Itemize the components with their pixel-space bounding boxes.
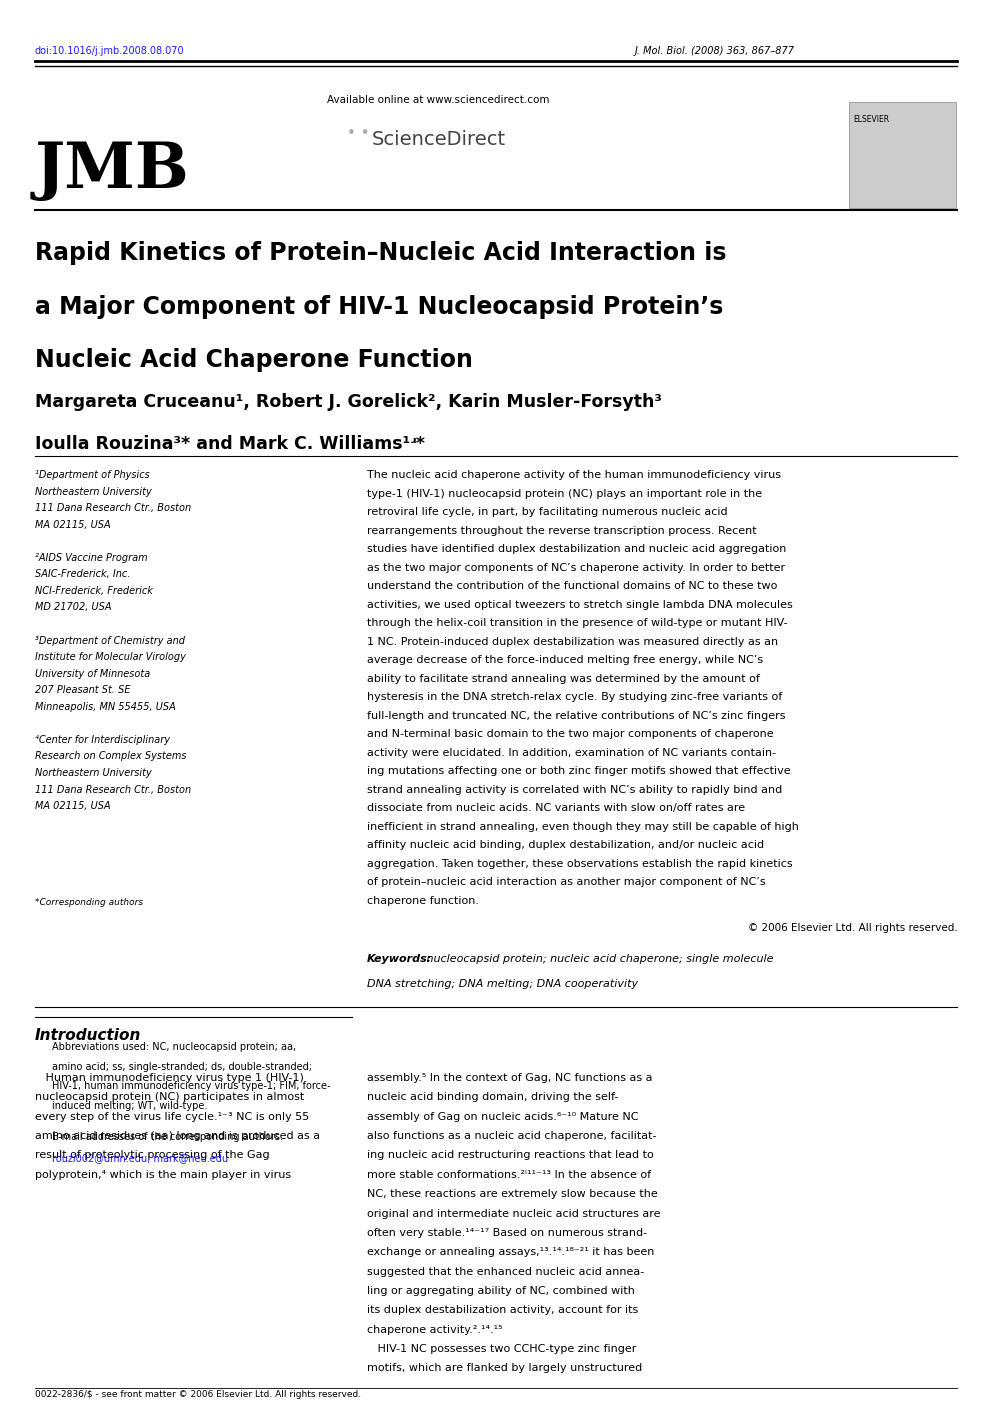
Text: full-length and truncated NC, the relative contributions of NC’s zinc fingers: full-length and truncated NC, the relati… [367, 711, 786, 721]
Text: MD 21702, USA: MD 21702, USA [35, 602, 111, 613]
Text: ling or aggregating ability of NC, combined with: ling or aggregating ability of NC, combi… [367, 1287, 635, 1296]
Text: activity were elucidated. In addition, examination of NC variants contain-: activity were elucidated. In addition, e… [367, 748, 776, 758]
Text: 207 Pleasant St. SE: 207 Pleasant St. SE [35, 685, 130, 696]
Text: every step of the virus life cycle.¹⁻³ NC is only 55: every step of the virus life cycle.¹⁻³ N… [35, 1111, 309, 1122]
Text: amino acid residues (aa) long and is produced as a: amino acid residues (aa) long and is pro… [35, 1131, 319, 1141]
Text: Keywords:: Keywords: [367, 954, 433, 964]
Text: MA 02115, USA: MA 02115, USA [35, 519, 110, 530]
Text: NCI-Frederick, Frederick: NCI-Frederick, Frederick [35, 586, 153, 596]
Text: • •: • • [347, 126, 370, 142]
Text: aggregation. Taken together, these observations establish the rapid kinetics: aggregation. Taken together, these obser… [367, 859, 793, 868]
Text: average decrease of the force-induced melting free energy, while NC’s: average decrease of the force-induced me… [367, 655, 763, 665]
Text: and N-terminal basic domain to the two major components of chaperone: and N-terminal basic domain to the two m… [367, 730, 774, 739]
Text: 1 NC. Protein-induced duplex destabilization was measured directly as an: 1 NC. Protein-induced duplex destabiliza… [367, 637, 778, 647]
Text: rouzi002@umn.edu; mark@neu.edu: rouzi002@umn.edu; mark@neu.edu [52, 1153, 228, 1163]
Text: Human immunodeficiency virus type 1 (HIV-1): Human immunodeficiency virus type 1 (HIV… [35, 1073, 304, 1083]
Text: HIV-1, human immunodeficiency virus type-1; FIM, force-: HIV-1, human immunodeficiency virus type… [52, 1082, 330, 1092]
Text: ³Department of Chemistry and: ³Department of Chemistry and [35, 636, 185, 645]
Text: assembly.⁵ In the context of Gag, NC functions as a: assembly.⁵ In the context of Gag, NC fun… [367, 1073, 653, 1083]
Text: affinity nucleic acid binding, duplex destabilization, and/or nucleic acid: affinity nucleic acid binding, duplex de… [367, 840, 764, 850]
Text: ELSEVIER: ELSEVIER [853, 115, 889, 123]
Text: *Corresponding authors: *Corresponding authors [35, 898, 143, 906]
Text: ScienceDirect: ScienceDirect [372, 130, 506, 150]
Text: its duplex destabilization activity, account for its: its duplex destabilization activity, acc… [367, 1305, 638, 1316]
Text: ability to facilitate strand annealing was determined by the amount of: ability to facilitate strand annealing w… [367, 673, 760, 683]
Text: University of Minnesota: University of Minnesota [35, 669, 150, 679]
Text: polyprotein,⁴ which is the main player in virus: polyprotein,⁴ which is the main player i… [35, 1170, 291, 1180]
Text: through the helix-coil transition in the presence of wild-type or mutant HIV-: through the helix-coil transition in the… [367, 619, 788, 629]
Text: E-mail addresses of the corresponding authors:: E-mail addresses of the corresponding au… [52, 1132, 283, 1142]
Text: Ioulla Rouzina³* and Mark C. Williams¹ʴ*: Ioulla Rouzina³* and Mark C. Williams¹ʴ* [35, 435, 425, 453]
Text: result of proteolytic processing of the Gag: result of proteolytic processing of the … [35, 1150, 270, 1160]
Text: The nucleic acid chaperone activity of the human immunodeficiency virus: The nucleic acid chaperone activity of t… [367, 470, 781, 480]
Text: nucleocapsid protein (NC) participates in almost: nucleocapsid protein (NC) participates i… [35, 1093, 304, 1103]
Bar [849, 102, 956, 208]
Text: induced melting; WT, wild-type.: induced melting; WT, wild-type. [52, 1101, 207, 1111]
Text: Minneapolis, MN 55455, USA: Minneapolis, MN 55455, USA [35, 702, 176, 711]
Text: Rapid Kinetics of Protein–Nucleic Acid Interaction is: Rapid Kinetics of Protein–Nucleic Acid I… [35, 241, 726, 265]
Text: Margareta Cruceanu¹, Robert J. Gorelick², Karin Musler-Forsyth³: Margareta Cruceanu¹, Robert J. Gorelick²… [35, 393, 662, 411]
Text: Institute for Molecular Virology: Institute for Molecular Virology [35, 652, 186, 662]
Text: original and intermediate nucleic acid structures are: original and intermediate nucleic acid s… [367, 1208, 661, 1219]
Text: ²AIDS Vaccine Program: ²AIDS Vaccine Program [35, 553, 148, 563]
Text: nucleic acid binding domain, driving the self-: nucleic acid binding domain, driving the… [367, 1093, 618, 1103]
Text: chaperone activity.²․¹⁴․¹⁵: chaperone activity.²․¹⁴․¹⁵ [367, 1324, 503, 1334]
Text: nucleocapsid protein; nucleic acid chaperone; single molecule: nucleocapsid protein; nucleic acid chape… [423, 954, 773, 964]
Text: ing mutations affecting one or both zinc finger motifs showed that effective: ing mutations affecting one or both zinc… [367, 766, 791, 776]
Text: ⁴Center for Interdisciplinary: ⁴Center for Interdisciplinary [35, 735, 170, 745]
Text: inefficient in strand annealing, even though they may still be capable of high: inefficient in strand annealing, even th… [367, 822, 799, 832]
Text: studies have identified duplex destabilization and nucleic acid aggregation: studies have identified duplex destabili… [367, 544, 787, 554]
Text: strand annealing activity is correlated with NC’s ability to rapidly bind and: strand annealing activity is correlated … [367, 784, 783, 796]
Text: amino acid; ss, single-stranded; ds, double-stranded;: amino acid; ss, single-stranded; ds, dou… [52, 1062, 311, 1072]
Text: Available online at www.sciencedirect.com: Available online at www.sciencedirect.co… [327, 95, 550, 105]
Text: chaperone function.: chaperone function. [367, 897, 479, 906]
Text: a Major Component of HIV-1 Nucleocapsid Protein’s: a Major Component of HIV-1 Nucleocapsid … [35, 295, 723, 318]
Text: 111 Dana Research Ctr., Boston: 111 Dana Research Ctr., Boston [35, 504, 190, 513]
Text: doi:10.1016/j.jmb.2008.08.070: doi:10.1016/j.jmb.2008.08.070 [35, 46, 185, 56]
Text: Introduction: Introduction [35, 1028, 141, 1042]
Text: Northeastern University: Northeastern University [35, 767, 152, 779]
Text: HIV-1 NC possesses two CCHC-type zinc finger: HIV-1 NC possesses two CCHC-type zinc fi… [367, 1344, 637, 1354]
Text: understand the contribution of the functional domains of NC to these two: understand the contribution of the funct… [367, 581, 778, 591]
Text: as the two major components of NC’s chaperone activity. In order to better: as the two major components of NC’s chap… [367, 563, 785, 572]
Text: rearrangements throughout the reverse transcription process. Recent: rearrangements throughout the reverse tr… [367, 526, 757, 536]
Text: NC, these reactions are extremely slow because the: NC, these reactions are extremely slow b… [367, 1190, 658, 1200]
Text: retroviral life cycle, in part, by facilitating numerous nucleic acid: retroviral life cycle, in part, by facil… [367, 506, 728, 518]
Text: more stable conformations.²ⁱ¹¹⁻¹³ In the absence of: more stable conformations.²ⁱ¹¹⁻¹³ In the… [367, 1170, 651, 1180]
Text: hysteresis in the DNA stretch-relax cycle. By studying zinc-free variants of: hysteresis in the DNA stretch-relax cycl… [367, 692, 783, 703]
Text: SAIC-Frederick, Inc.: SAIC-Frederick, Inc. [35, 570, 130, 579]
Text: motifs, which are flanked by largely unstructured: motifs, which are flanked by largely uns… [367, 1364, 642, 1374]
Text: suggested that the enhanced nucleic acid annea-: suggested that the enhanced nucleic acid… [367, 1267, 644, 1277]
Text: 111 Dana Research Ctr., Boston: 111 Dana Research Ctr., Boston [35, 784, 190, 794]
Text: also functions as a nucleic acid chaperone, facilitat-: also functions as a nucleic acid chapero… [367, 1131, 657, 1141]
Text: J. Mol. Biol. (2008) 363, 867–877: J. Mol. Biol. (2008) 363, 867–877 [635, 46, 795, 56]
Text: JMB: JMB [35, 140, 189, 201]
Text: type-1 (HIV-1) nucleocapsid protein (NC) plays an important role in the: type-1 (HIV-1) nucleocapsid protein (NC)… [367, 488, 762, 498]
Text: MA 02115, USA: MA 02115, USA [35, 801, 110, 811]
Text: Northeastern University: Northeastern University [35, 487, 152, 497]
Text: exchange or annealing assays,¹³․¹⁴․¹⁸⁻²¹ it has been: exchange or annealing assays,¹³․¹⁴․¹⁸⁻²¹… [367, 1247, 655, 1257]
Text: Nucleic Acid Chaperone Function: Nucleic Acid Chaperone Function [35, 348, 472, 372]
Text: ¹Department of Physics: ¹Department of Physics [35, 470, 150, 480]
Text: dissociate from nucleic acids. NC variants with slow on/off rates are: dissociate from nucleic acids. NC varian… [367, 804, 745, 814]
Text: assembly of Gag on nucleic acids.⁶⁻¹⁰ Mature NC: assembly of Gag on nucleic acids.⁶⁻¹⁰ Ma… [367, 1111, 639, 1122]
Text: of protein–nucleic acid interaction as another major component of NC’s: of protein–nucleic acid interaction as a… [367, 877, 766, 888]
Text: Research on Complex Systems: Research on Complex Systems [35, 752, 186, 762]
Text: ing nucleic acid restructuring reactions that lead to: ing nucleic acid restructuring reactions… [367, 1150, 654, 1160]
Text: often very stable.¹⁴⁻¹⁷ Based on numerous strand-: often very stable.¹⁴⁻¹⁷ Based on numerou… [367, 1228, 647, 1237]
Text: 0022-2836/$ - see front matter © 2006 Elsevier Ltd. All rights reserved.: 0022-2836/$ - see front matter © 2006 El… [35, 1390, 361, 1399]
Text: DNA stretching; DNA melting; DNA cooperativity: DNA stretching; DNA melting; DNA coopera… [367, 979, 638, 989]
Text: © 2006 Elsevier Ltd. All rights reserved.: © 2006 Elsevier Ltd. All rights reserved… [748, 923, 957, 933]
Text: activities, we used optical tweezers to stretch single lambda DNA molecules: activities, we used optical tweezers to … [367, 599, 793, 610]
Text: Abbreviations used: NC, nucleocapsid protein; aa,: Abbreviations used: NC, nucleocapsid pro… [52, 1042, 296, 1052]
